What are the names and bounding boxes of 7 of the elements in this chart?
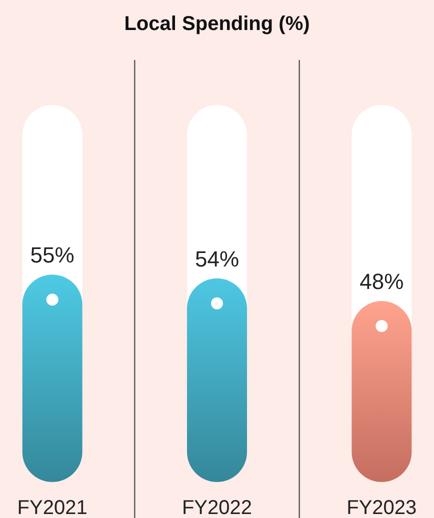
x-tick-label: FY2021 <box>17 497 88 518</box>
x-tick-label: FY2023 <box>346 497 417 518</box>
data-label: 55% <box>30 242 74 268</box>
x-tick-label: FY2022 <box>182 497 252 518</box>
chart-title: Local Spending (%) <box>124 13 310 35</box>
data-label: 48% <box>360 269 404 294</box>
data-label: 54% <box>194 246 240 272</box>
